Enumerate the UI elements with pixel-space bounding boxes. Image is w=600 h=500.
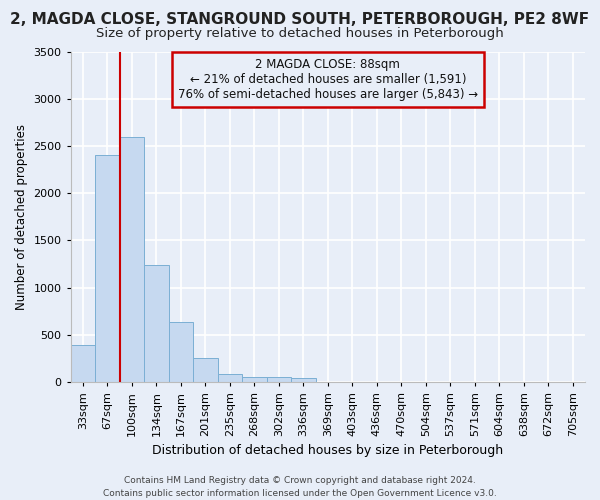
Bar: [169, 322, 193, 382]
Y-axis label: Number of detached properties: Number of detached properties: [15, 124, 28, 310]
Bar: [266, 377, 291, 382]
Text: 2 MAGDA CLOSE: 88sqm
← 21% of detached houses are smaller (1,591)
76% of semi-de: 2 MAGDA CLOSE: 88sqm ← 21% of detached h…: [178, 58, 478, 101]
Bar: [193, 358, 218, 382]
Bar: [291, 378, 316, 382]
Bar: [144, 265, 169, 382]
Bar: [242, 377, 266, 382]
Text: Size of property relative to detached houses in Peterborough: Size of property relative to detached ho…: [96, 28, 504, 40]
Bar: [119, 136, 144, 382]
Bar: [218, 374, 242, 382]
Text: Contains HM Land Registry data © Crown copyright and database right 2024.
Contai: Contains HM Land Registry data © Crown c…: [103, 476, 497, 498]
Bar: [71, 346, 95, 382]
Bar: [95, 156, 119, 382]
Text: 2, MAGDA CLOSE, STANGROUND SOUTH, PETERBOROUGH, PE2 8WF: 2, MAGDA CLOSE, STANGROUND SOUTH, PETERB…: [10, 12, 590, 28]
X-axis label: Distribution of detached houses by size in Peterborough: Distribution of detached houses by size …: [152, 444, 503, 458]
